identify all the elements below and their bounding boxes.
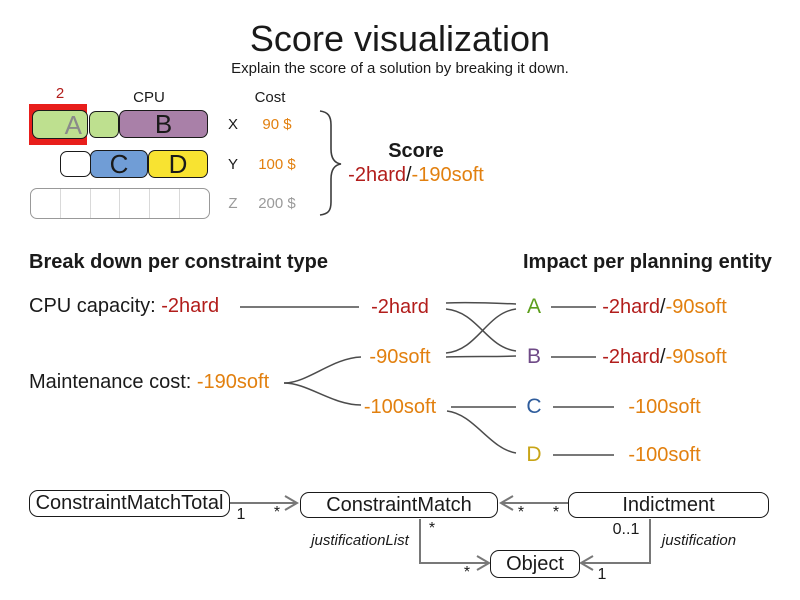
uml-class-indictment: Indictment: [568, 492, 769, 518]
entity-a-hard: -2hard: [602, 296, 661, 318]
entity-d-impact: -100soft: [628, 444, 701, 466]
entity-b-soft: -90soft: [665, 346, 727, 368]
empty-machine-row: [30, 188, 210, 219]
empty-cpu-cell: [180, 189, 209, 218]
cpu-column-header: CPU: [133, 89, 165, 106]
uml-class-object: Object: [490, 550, 580, 578]
process-block-a-label: A: [64, 109, 82, 140]
line-100soft-to-d: [446, 410, 517, 454]
line-90soft-to-b: [445, 355, 517, 358]
entity-a-impact: -2hard/-90soft: [594, 296, 735, 318]
constraint-maintenance-value: -190soft: [196, 371, 270, 393]
machine-x-cost: 90 $: [262, 116, 292, 133]
constraint-maintenance-cost: Maintenance cost: -190soft: [29, 371, 269, 393]
uml-multiplicity-zero-to-one: 0..1: [612, 521, 640, 538]
constraint-maintenance-label: Maintenance cost:: [29, 371, 197, 393]
uml-multiplicity-cmt-one: 1: [236, 506, 246, 523]
total-2hard: -2hard: [371, 296, 429, 318]
uml-arrowhead-into-object-left: [476, 555, 491, 571]
uml-role-justification: justification: [661, 532, 737, 549]
line-maintenance-to-100soft: [283, 382, 362, 406]
entity-b-hard: -2hard: [602, 346, 661, 368]
uml-arrowhead-into-object-right: [579, 555, 594, 571]
machine-z-label: Z: [228, 195, 238, 212]
score-separator: /: [405, 164, 412, 186]
process-block-b-label: B: [154, 109, 173, 139]
impact-heading: Impact per planning entity: [523, 251, 772, 273]
score-soft-part: -190soft: [411, 164, 484, 186]
breakdown-heading: Break down per constraint type: [29, 251, 328, 273]
line-maintenance-to-90soft: [283, 356, 362, 384]
process-block-b: B: [119, 110, 208, 138]
uml-arrowhead-into-cm-right: [499, 495, 514, 511]
entity-b-separator: /: [660, 346, 666, 368]
uml-line-indictment-to-object: [582, 519, 651, 564]
uml-multiplicity-indictment-star: *: [552, 504, 560, 521]
process-block-c-label: C: [109, 149, 129, 179]
cost-group-brace: [319, 110, 342, 216]
machine-y-cost: 100 $: [258, 156, 296, 173]
overload-count-label: 2: [55, 85, 65, 102]
machine-y-label: Y: [227, 156, 238, 173]
uml-multiplicity-cmt-star: *: [273, 504, 281, 521]
entity-d-letter: D: [526, 443, 542, 466]
entity-b-impact: -2hard/-90soft: [594, 346, 735, 368]
cost-column-header: Cost: [254, 89, 286, 106]
entity-c-impact: -100soft: [628, 396, 701, 418]
uml-multiplicity-object-one: 1: [597, 566, 607, 583]
line-2hard-to-a: [445, 301, 517, 305]
constraint-cpu-value: -2hard: [161, 295, 220, 317]
process-block-a: A: [32, 110, 88, 139]
process-block-d: D: [148, 150, 208, 178]
machine-x-label: X: [227, 116, 238, 133]
free-capacity-block: [60, 151, 91, 177]
process-block-d-label: D: [168, 149, 188, 179]
uml-multiplicity-cm-bottom-star: *: [428, 520, 436, 537]
constraint-cpu-capacity: CPU capacity: -2hard: [29, 295, 219, 317]
uml-multiplicity-cm-left-star: *: [517, 504, 525, 521]
total-90soft: -90soft: [369, 346, 431, 368]
uml-class-constraint-match-total: ConstraintMatchTotal: [29, 490, 230, 517]
process-block-a-extra: [89, 111, 119, 138]
uml-arrowhead-into-cm-left: [284, 495, 299, 511]
empty-cpu-cell: [120, 189, 151, 218]
line-90soft-to-a: [445, 308, 517, 354]
entity-a-letter: A: [526, 295, 541, 318]
uml-line-cm-to-object: [419, 519, 488, 564]
entity-a-soft: -90soft: [665, 296, 727, 318]
empty-cpu-cell: [91, 189, 121, 218]
total-100soft: -100soft: [363, 396, 437, 418]
score-hard-part: -2hard: [348, 164, 406, 186]
entity-b-letter: B: [526, 345, 541, 368]
entity-c-letter: C: [526, 395, 542, 418]
line-2hard-to-b: [445, 308, 517, 352]
page-title: Score visualization: [249, 18, 551, 59]
machine-z-cost: 200 $: [258, 195, 296, 212]
entity-a-separator: /: [660, 296, 666, 318]
empty-cpu-cell: [31, 189, 61, 218]
process-block-c: C: [90, 150, 148, 178]
constraint-cpu-label: CPU capacity:: [29, 295, 162, 317]
uml-multiplicity-object-left-star: *: [463, 564, 471, 581]
score-value: -2hard/-190soft: [336, 164, 496, 186]
empty-cpu-cell: [61, 189, 91, 218]
empty-cpu-cell: [150, 189, 181, 218]
page-subtitle: Explain the score of a solution by break…: [231, 60, 569, 77]
score-label: Score: [388, 140, 444, 162]
uml-role-justification-list: justificationList: [311, 532, 409, 549]
uml-class-constraint-match: ConstraintMatch: [300, 492, 498, 518]
